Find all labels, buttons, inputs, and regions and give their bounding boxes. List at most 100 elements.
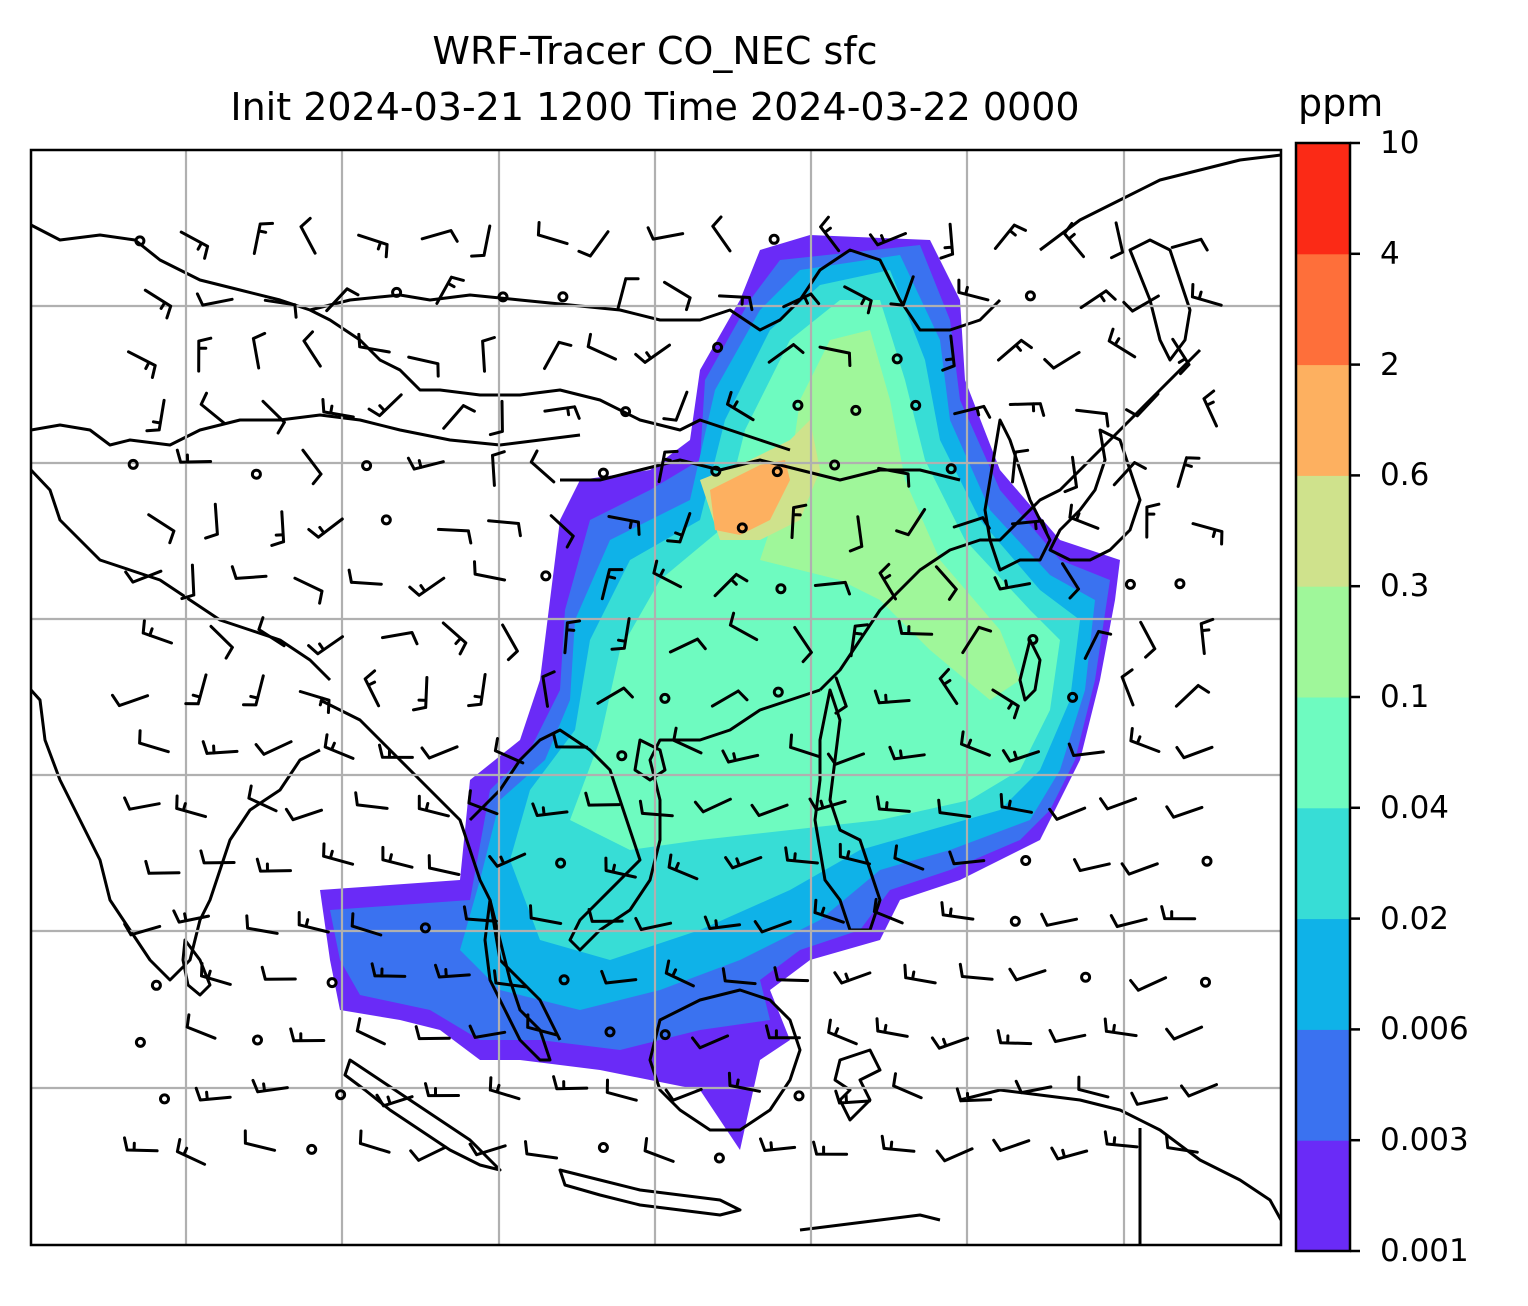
coastline-northern-border xyxy=(31,223,1002,332)
wind-barb xyxy=(493,969,528,989)
calm-wind-marker xyxy=(736,522,748,534)
calm-wind-marker xyxy=(891,353,903,365)
wind-barb xyxy=(424,1082,460,1098)
wind-barb xyxy=(838,842,871,866)
wind-barb xyxy=(199,849,236,865)
wind-barb xyxy=(409,1145,448,1162)
wind-barb xyxy=(584,791,621,807)
wind-barb xyxy=(1068,503,1100,530)
wind-barb xyxy=(1139,620,1157,659)
wind-barb xyxy=(634,917,673,931)
wind-barb xyxy=(473,560,507,582)
wind-barb xyxy=(587,908,624,923)
wind-barb xyxy=(784,846,819,865)
wind-barb xyxy=(721,967,757,986)
wind-barb xyxy=(826,752,865,766)
wind-barb xyxy=(834,1089,871,1105)
calm-wind-marker xyxy=(771,466,783,478)
wind-barb xyxy=(1008,967,1047,982)
calm-wind-marker xyxy=(419,922,431,934)
calm-wind-marker xyxy=(910,399,922,411)
wind-barb xyxy=(1122,294,1160,313)
wind-barb xyxy=(997,338,1033,362)
wind-barb xyxy=(427,854,461,876)
wind-barb xyxy=(812,1140,849,1156)
colorbar-tick-label: 10 xyxy=(1380,125,1420,161)
wind-barb xyxy=(1008,402,1046,417)
wind-barb xyxy=(1107,327,1137,359)
colorbar-unit-label: ppm xyxy=(1298,81,1384,125)
wind-barb xyxy=(880,1134,916,1153)
wind-barb xyxy=(667,853,699,881)
wind-barb xyxy=(646,226,685,241)
colorbar-segment xyxy=(1296,807,1350,920)
coastline-taiwan xyxy=(1018,638,1042,702)
wind-barb xyxy=(1067,742,1105,757)
wind-barb xyxy=(467,789,499,816)
wind-barb xyxy=(666,512,692,544)
wind-barb xyxy=(323,733,355,760)
wind-barb xyxy=(350,912,383,937)
calm-wind-marker xyxy=(540,570,552,582)
wind-barb xyxy=(577,230,610,258)
wind-barb xyxy=(488,1076,521,1101)
wind-barb xyxy=(243,1129,277,1152)
wind-barb xyxy=(878,562,897,601)
wind-barb xyxy=(711,215,732,253)
wind-barb xyxy=(941,334,956,372)
calm-wind-marker xyxy=(712,341,724,353)
wind-barb xyxy=(363,669,381,708)
wind-barb xyxy=(721,749,760,764)
wind-barb xyxy=(200,962,232,986)
wind-barb xyxy=(813,580,851,596)
wind-barb xyxy=(488,852,527,868)
wind-barb xyxy=(992,1138,1031,1152)
wind-barb xyxy=(123,922,162,937)
coastline-lesser-sunda xyxy=(799,1213,941,1232)
wind-barb xyxy=(123,796,161,811)
calm-wind-marker xyxy=(555,857,567,869)
wind-barb xyxy=(563,619,582,655)
wind-barb xyxy=(1125,392,1160,418)
wind-barb xyxy=(526,1013,559,1037)
wind-barb xyxy=(1083,630,1113,660)
wind-barb xyxy=(1145,502,1161,539)
calm-wind-marker xyxy=(1201,855,1213,867)
calm-wind-marker xyxy=(380,514,392,526)
wind-barb xyxy=(172,909,210,924)
wind-barb xyxy=(367,393,403,418)
colorbar-segment xyxy=(1296,918,1350,1030)
calm-wind-marker xyxy=(850,404,862,416)
wind-barb xyxy=(657,449,679,484)
wind-barb xyxy=(819,215,841,253)
wind-barb xyxy=(1129,727,1161,753)
wind-barb xyxy=(111,693,150,708)
wind-barb xyxy=(955,1087,993,1103)
wind-barb xyxy=(381,631,419,646)
wind-barb xyxy=(147,513,176,545)
wind-barb xyxy=(255,857,292,873)
wind-barb xyxy=(710,689,749,708)
wind-barb xyxy=(616,277,640,310)
wind-barb xyxy=(1165,1025,1204,1041)
calm-wind-marker xyxy=(326,977,338,989)
wind-barb xyxy=(1050,1146,1089,1161)
wind-barb xyxy=(1165,1133,1199,1154)
wind-barb xyxy=(934,565,958,601)
wind-barb xyxy=(888,745,926,761)
coastline-korea xyxy=(983,418,1052,572)
wind-barb xyxy=(442,404,476,430)
wind-barb xyxy=(1063,455,1078,494)
wind-barb xyxy=(586,332,617,361)
wind-barb xyxy=(185,1013,217,1040)
wind-barb xyxy=(1120,668,1135,707)
wind-barb xyxy=(230,565,268,580)
wind-barb xyxy=(961,625,993,655)
wind-barb xyxy=(375,1093,414,1108)
wind-barb xyxy=(643,1137,675,1163)
calm-wind-marker xyxy=(497,291,509,303)
calm-wind-marker xyxy=(134,235,146,247)
calm-wind-marker xyxy=(793,1090,805,1102)
wind-barb xyxy=(302,330,322,368)
